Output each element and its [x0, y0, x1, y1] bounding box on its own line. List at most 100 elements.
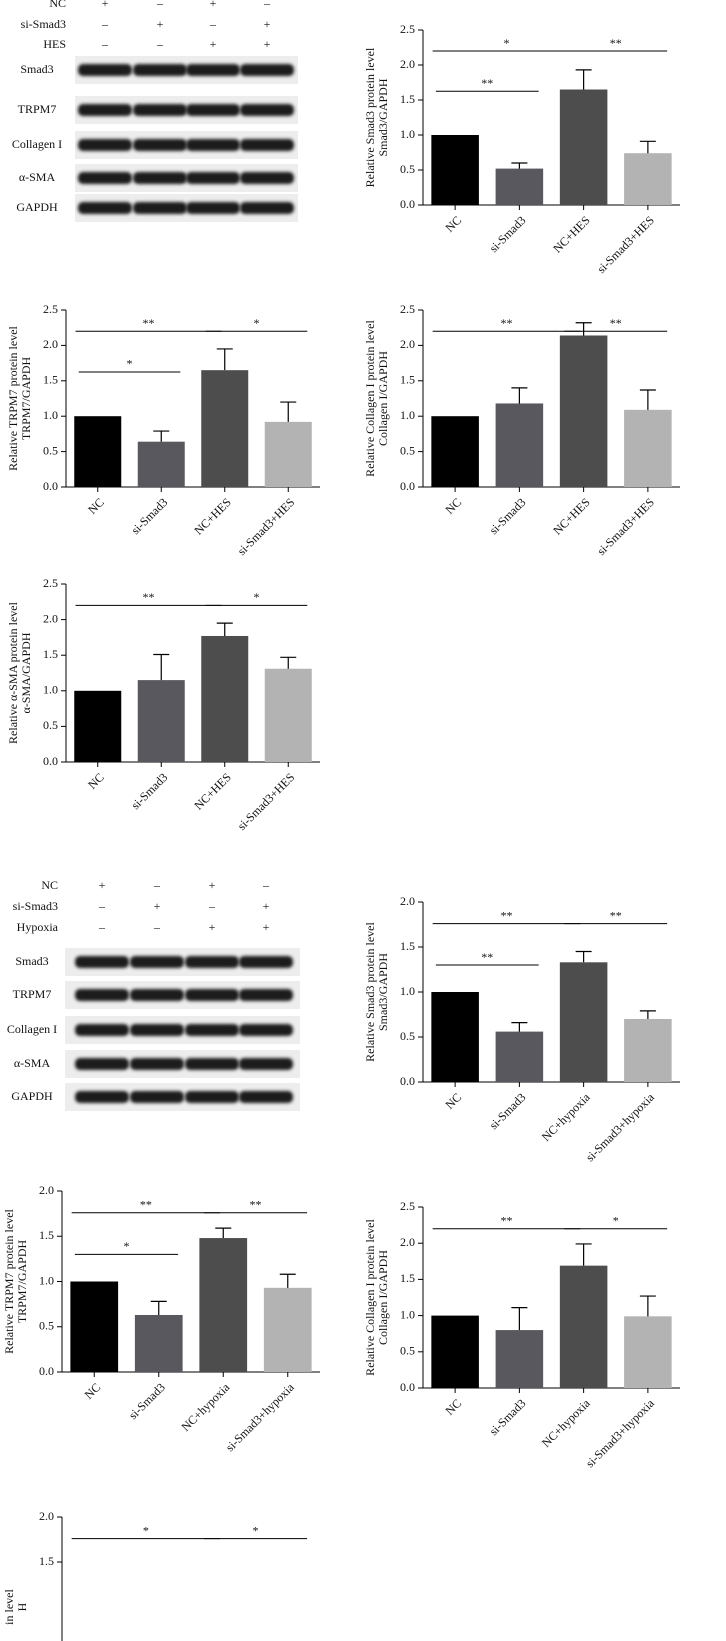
y-axis-label: Relative Smad3 protein level	[363, 922, 377, 1062]
bar	[431, 1315, 479, 1388]
blot-band	[239, 1058, 293, 1070]
y-axis-label: in level	[2, 1589, 16, 1625]
significance-label: *	[253, 1523, 259, 1537]
blot-band	[75, 1024, 129, 1036]
blot-band	[239, 1091, 293, 1103]
bar	[134, 1314, 183, 1372]
x-tick-label: si-Smad3	[486, 495, 528, 537]
condition-sign: +	[209, 878, 216, 892]
x-tick-label: si-Smad3	[486, 213, 528, 255]
x-tick-label: si-Smad3	[128, 495, 170, 537]
x-tick-label: NC+hypoxia	[178, 1380, 232, 1434]
blot-band	[75, 1091, 129, 1103]
y-tick-label: 1.5	[400, 939, 415, 953]
y-tick-label: 1.5	[39, 1228, 54, 1242]
condition-sign: +	[264, 37, 271, 51]
y-axis-label: Relative TRPM7 protein level	[2, 1208, 16, 1353]
y-tick-label: 1.5	[43, 373, 58, 387]
bar	[264, 421, 312, 487]
significance-label: *	[143, 1523, 149, 1537]
y-axis-label: TRPM7/GAPDH	[19, 356, 33, 440]
blot-band	[239, 989, 293, 1001]
x-tick-label: NC+HES	[191, 770, 234, 813]
significance-label: *	[504, 36, 510, 50]
y-tick-label: 2.0	[39, 1509, 54, 1523]
y-tick-label: 2.5	[400, 22, 415, 36]
condition-label: si-Smad3	[21, 17, 66, 31]
x-tick-label: NC	[443, 1396, 465, 1418]
blot-band	[130, 956, 184, 968]
significance-label: *	[254, 316, 260, 330]
condition-sign: –	[98, 920, 106, 934]
error-bar	[639, 1010, 656, 1019]
y-tick-label: 0.0	[43, 754, 58, 768]
condition-label: HES	[43, 37, 66, 51]
blot-band	[130, 1091, 184, 1103]
y-tick-label: 1.0	[400, 1307, 415, 1321]
significance-label: *	[127, 357, 133, 371]
bar	[495, 168, 544, 205]
y-tick-label: 0.5	[400, 1344, 415, 1358]
condition-label: Hypoxia	[17, 920, 59, 934]
blot-band	[78, 172, 132, 184]
error-bar	[511, 387, 528, 404]
y-tick-label: 2.0	[43, 337, 58, 351]
bar	[199, 1238, 248, 1372]
x-tick-label: NC	[82, 1380, 104, 1402]
x-tick-label: NC+HES	[191, 495, 234, 538]
bar	[264, 668, 312, 762]
blot-band	[78, 139, 132, 151]
bar	[74, 416, 122, 487]
significance-label: *	[613, 1213, 619, 1227]
y-axis-label: Relative α-SMA protein level	[6, 601, 20, 744]
error-bar	[511, 1022, 528, 1032]
y-axis-label: Smad3/GAPDH	[376, 78, 390, 156]
y-tick-label: 2.0	[400, 57, 415, 71]
condition-sign: +	[263, 899, 270, 913]
significance-label: **	[481, 950, 493, 964]
y-axis-label: Smad3/GAPDH	[376, 953, 390, 1031]
condition-sign: +	[264, 17, 271, 31]
y-tick-label: 1.5	[400, 92, 415, 106]
x-tick-label: si-Smad3+HES	[235, 770, 298, 833]
y-tick-label: 1.0	[400, 408, 415, 422]
blot-band	[130, 1058, 184, 1070]
bar	[70, 1281, 119, 1372]
error-bar	[153, 430, 170, 442]
blot-band	[240, 64, 294, 76]
y-tick-label: 1.5	[400, 1271, 415, 1285]
x-tick-label: NC+HES	[550, 213, 593, 256]
error-bar	[215, 1227, 232, 1239]
condition-label: NC	[41, 878, 58, 892]
significance-label: **	[143, 316, 155, 330]
y-tick-label: 0.0	[400, 197, 415, 211]
bar	[624, 153, 672, 205]
band-label: Smad3	[15, 954, 48, 968]
x-tick-label: NC	[443, 1090, 465, 1112]
error-bar	[280, 401, 297, 422]
blot-band	[185, 1024, 239, 1036]
y-tick-label: 2.0	[400, 894, 415, 908]
y-tick-label: 2.5	[400, 302, 415, 316]
condition-sign: –	[101, 37, 109, 51]
error-bar	[639, 1295, 656, 1317]
y-tick-label: 0.0	[400, 1074, 415, 1088]
blot-band	[239, 1024, 293, 1036]
bar	[495, 403, 544, 487]
blot-band	[130, 1024, 184, 1036]
bar	[559, 89, 608, 205]
band-label: α-SMA	[19, 170, 56, 184]
y-tick-label: 0.0	[39, 1364, 54, 1378]
y-axis-label: Relative TRPM7 protein level	[6, 325, 20, 470]
condition-sign: –	[208, 899, 216, 913]
y-tick-label: 2.0	[400, 337, 415, 351]
blot-band	[133, 64, 187, 76]
significance-label: **	[501, 1213, 513, 1227]
y-tick-label: 1.5	[400, 373, 415, 387]
y-tick-label: 2.5	[400, 1199, 415, 1213]
bar	[74, 690, 122, 762]
bar	[137, 441, 185, 487]
blot-band	[75, 956, 129, 968]
error-bar	[511, 1307, 528, 1331]
